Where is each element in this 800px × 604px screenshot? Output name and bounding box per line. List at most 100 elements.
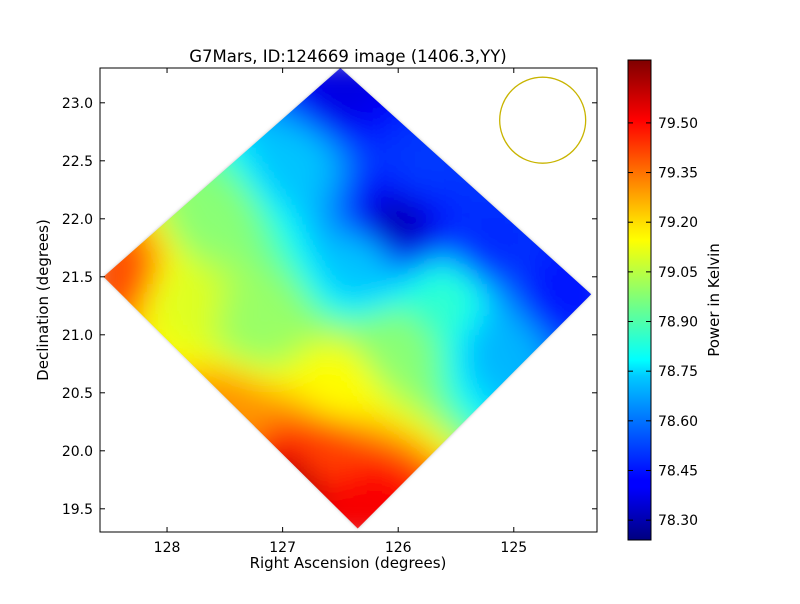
heatmap-cell	[172, 228, 181, 237]
heatmap-cell	[292, 348, 301, 357]
heatmap-cell	[380, 236, 389, 245]
heatmap-cell	[500, 372, 509, 381]
heatmap-cell	[292, 460, 301, 469]
heatmap-cell	[268, 316, 277, 325]
heatmap-cell	[188, 204, 197, 213]
heatmap-cell	[212, 380, 221, 389]
heatmap-cell	[92, 268, 101, 277]
colorbar-tick-label: 78.45	[658, 463, 698, 479]
heatmap-cell	[324, 364, 333, 373]
heatmap-cell	[412, 212, 421, 221]
heatmap-cell	[332, 244, 341, 253]
heatmap-cell	[524, 276, 533, 285]
heatmap-cell	[284, 332, 293, 341]
heatmap-cell	[220, 300, 229, 309]
heatmap-cell	[380, 364, 389, 373]
heatmap-cell	[292, 364, 301, 373]
heatmap-cell	[308, 532, 317, 541]
heatmap-cell	[364, 372, 373, 381]
heatmap-cell	[340, 460, 349, 469]
heatmap-cell	[92, 308, 101, 317]
heatmap-cell	[604, 268, 613, 277]
heatmap-cell	[180, 324, 189, 333]
heatmap-cell	[332, 196, 341, 205]
heatmap-cell	[92, 500, 101, 509]
heatmap-cell	[524, 284, 533, 293]
heatmap-cell	[436, 276, 445, 285]
heatmap-cell	[340, 76, 349, 85]
heatmap-cell	[252, 204, 261, 213]
heatmap-cell	[460, 188, 469, 197]
heatmap-cell	[220, 244, 229, 253]
heatmap-cell	[404, 372, 413, 381]
heatmap-cell	[252, 180, 261, 189]
heatmap-cell	[340, 316, 349, 325]
heatmap-cell	[340, 84, 349, 93]
heatmap-cell	[268, 340, 277, 349]
heatmap-cell	[108, 268, 117, 277]
heatmap-cell	[396, 276, 405, 285]
heatmap-cell	[228, 292, 237, 301]
y-tick-label: 21.0	[62, 328, 93, 344]
heatmap-cell	[484, 340, 493, 349]
heatmap-cell	[324, 292, 333, 301]
heatmap-cell	[348, 188, 357, 197]
heatmap-cell	[332, 268, 341, 277]
heatmap-cell	[356, 228, 365, 237]
heatmap-cell	[220, 268, 229, 277]
heatmap-cell	[300, 260, 309, 269]
heatmap-cell	[420, 356, 429, 365]
heatmap-cell	[204, 236, 213, 245]
heatmap-cell	[244, 172, 253, 181]
heatmap-cell	[452, 188, 461, 197]
heatmap-cell	[252, 412, 261, 421]
heatmap-cell	[540, 300, 549, 309]
heatmap-cell	[516, 340, 525, 349]
heatmap-cell	[572, 284, 581, 293]
heatmap-cell	[420, 212, 429, 221]
heatmap-cell	[524, 316, 533, 325]
heatmap-cell	[548, 68, 557, 69]
heatmap-cell	[324, 180, 333, 189]
heatmap-cell	[300, 428, 309, 437]
heatmap-cell	[316, 316, 325, 325]
heatmap-cell	[508, 68, 517, 69]
heatmap-cell	[396, 340, 405, 349]
heatmap-cell	[524, 348, 533, 357]
heatmap-cell	[508, 292, 517, 301]
heatmap-cell	[468, 196, 477, 205]
heatmap-cell	[340, 444, 349, 453]
heatmap-cell	[412, 420, 421, 429]
heatmap-cell	[604, 492, 613, 501]
heatmap-cell	[260, 172, 269, 181]
heatmap-cell	[356, 260, 365, 269]
heatmap-cell	[324, 492, 333, 501]
heatmap-cell	[340, 116, 349, 125]
heatmap-cell	[188, 260, 197, 269]
heatmap-cell	[396, 460, 405, 469]
heatmap-cell	[540, 68, 549, 69]
heatmap-cell	[244, 380, 253, 389]
heatmap-cell	[92, 260, 101, 269]
heatmap-cell	[356, 92, 365, 101]
heatmap-cell	[148, 284, 157, 293]
heatmap-cell	[268, 268, 277, 277]
heatmap-cell	[164, 252, 173, 261]
colorbar-tick-label: 78.60	[658, 414, 698, 430]
heatmap-cell	[316, 484, 325, 493]
heatmap-cell	[204, 340, 213, 349]
heatmap-cell	[308, 188, 317, 197]
heatmap-cell	[428, 196, 437, 205]
heatmap-cell	[132, 244, 141, 253]
heatmap-cell	[148, 292, 157, 301]
heatmap-cell	[420, 380, 429, 389]
heatmap-cell	[388, 324, 397, 333]
heatmap-cell	[212, 340, 221, 349]
heatmap-cell	[172, 324, 181, 333]
heatmap-cell	[340, 332, 349, 341]
heatmap-cell	[404, 140, 413, 149]
heatmap-cell	[300, 324, 309, 333]
heatmap-cell	[252, 332, 261, 341]
heatmap-cell	[420, 324, 429, 333]
heatmap-cell	[324, 140, 333, 149]
